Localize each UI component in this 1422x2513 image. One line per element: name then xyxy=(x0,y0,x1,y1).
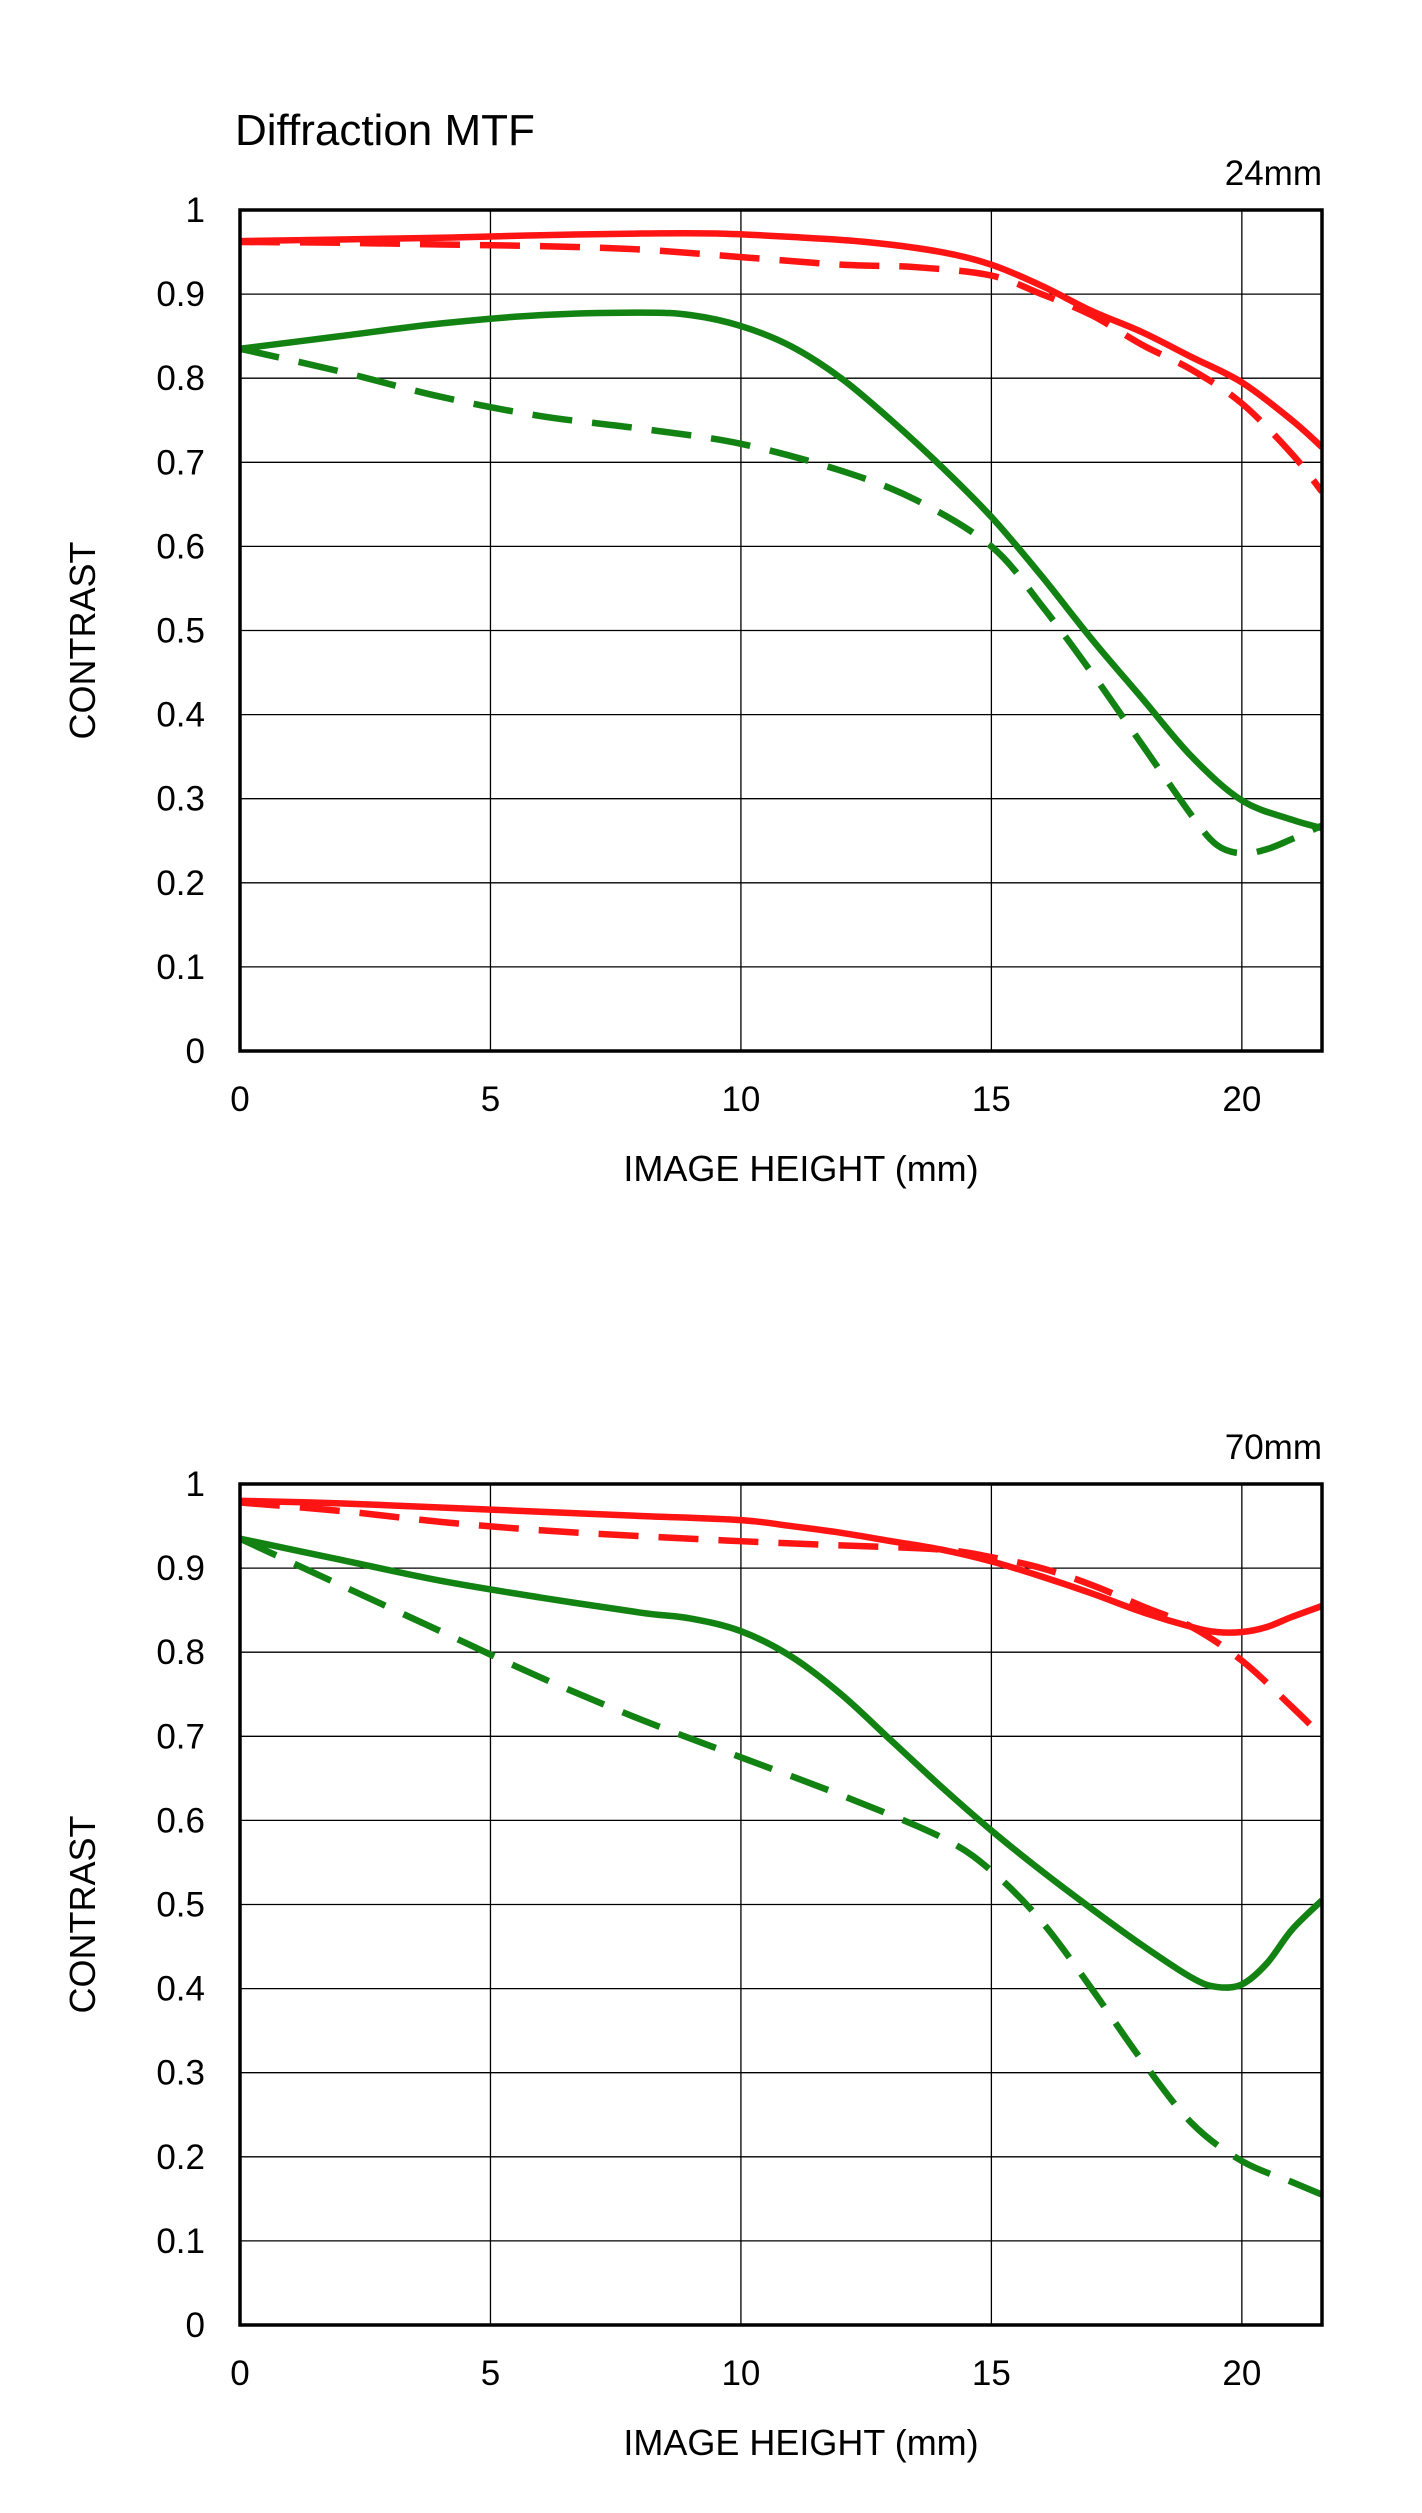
chart-title: Diffraction MTF xyxy=(235,106,535,155)
x-tick-label: 20 xyxy=(1222,1080,1261,1119)
x-axis-label: IMAGE HEIGHT (mm) xyxy=(623,2422,978,2463)
x-tick-label: 15 xyxy=(972,2354,1011,2393)
x-axis-label: IMAGE HEIGHT (mm) xyxy=(623,1148,978,1189)
y-tick-label: 0.7 xyxy=(156,443,205,482)
series-line-green-solid xyxy=(240,1535,1322,1991)
y-tick-label: 1 xyxy=(186,1465,205,1504)
x-tick-label: 20 xyxy=(1222,2354,1261,2393)
x-tick-label: 5 xyxy=(481,1080,500,1119)
x-tick-label: 10 xyxy=(721,2354,760,2393)
y-tick-label: 0.6 xyxy=(156,527,205,566)
x-tick-label: 15 xyxy=(972,1080,1011,1119)
series-line-green-dashed xyxy=(240,345,1322,857)
y-tick-label: 0.6 xyxy=(156,1801,205,1840)
x-tick-label: 5 xyxy=(481,2354,500,2393)
chart-2: 00.10.20.30.40.50.60.70.80.910 5 10 15 20IMA… xyxy=(62,1428,1324,2463)
y-tick-label: 0.5 xyxy=(156,612,205,651)
focal-length-label: 70mm xyxy=(1225,1428,1322,1467)
series-line-red-dashed xyxy=(240,1499,1322,1739)
y-tick-label: 0.7 xyxy=(156,1717,205,1756)
y-tick-label: 0.3 xyxy=(156,780,205,819)
y-tick-label: 0.9 xyxy=(156,275,205,314)
x-tick-label: 10 xyxy=(721,1080,760,1119)
y-tick-label: 0.8 xyxy=(156,1633,205,1672)
y-tick-label: 0.5 xyxy=(156,1886,205,1925)
series-line-green-dashed xyxy=(240,1535,1322,2198)
y-tick-label: 0.1 xyxy=(156,2222,205,2261)
y-tick-label: 0.3 xyxy=(156,2054,205,2093)
series-line-red-dashed xyxy=(240,238,1322,494)
y-axis-label: CONTRAST xyxy=(62,541,103,739)
plot-frame xyxy=(238,1482,1324,2327)
chart-1: 00.10.20.30.40.50.60.70.80.910 5 10 15 20IMA… xyxy=(62,154,1324,1189)
series-line-green-solid xyxy=(240,309,1322,832)
plot-frame xyxy=(238,208,1324,1053)
y-axis-label: CONTRAST xyxy=(62,1815,103,2013)
y-tick-label: 0.8 xyxy=(156,359,205,398)
y-tick-label: 0.2 xyxy=(156,864,205,903)
y-tick-label: 1 xyxy=(186,191,205,230)
y-tick-label: 0 xyxy=(186,2306,205,2345)
x-tick-label: 0 xyxy=(230,2354,249,2393)
y-tick-label: 0.9 xyxy=(156,1549,205,1588)
x-tick-label: 0 xyxy=(230,1080,249,1119)
y-tick-label: 0 xyxy=(186,1032,205,1071)
y-tick-label: 0.4 xyxy=(156,696,205,735)
y-tick-label: 0.1 xyxy=(156,948,205,987)
series-line-red-solid xyxy=(240,229,1322,450)
focal-length-label: 24mm xyxy=(1225,154,1322,193)
y-tick-label: 0.2 xyxy=(156,2138,205,2177)
y-tick-label: 0.4 xyxy=(156,1970,205,2009)
